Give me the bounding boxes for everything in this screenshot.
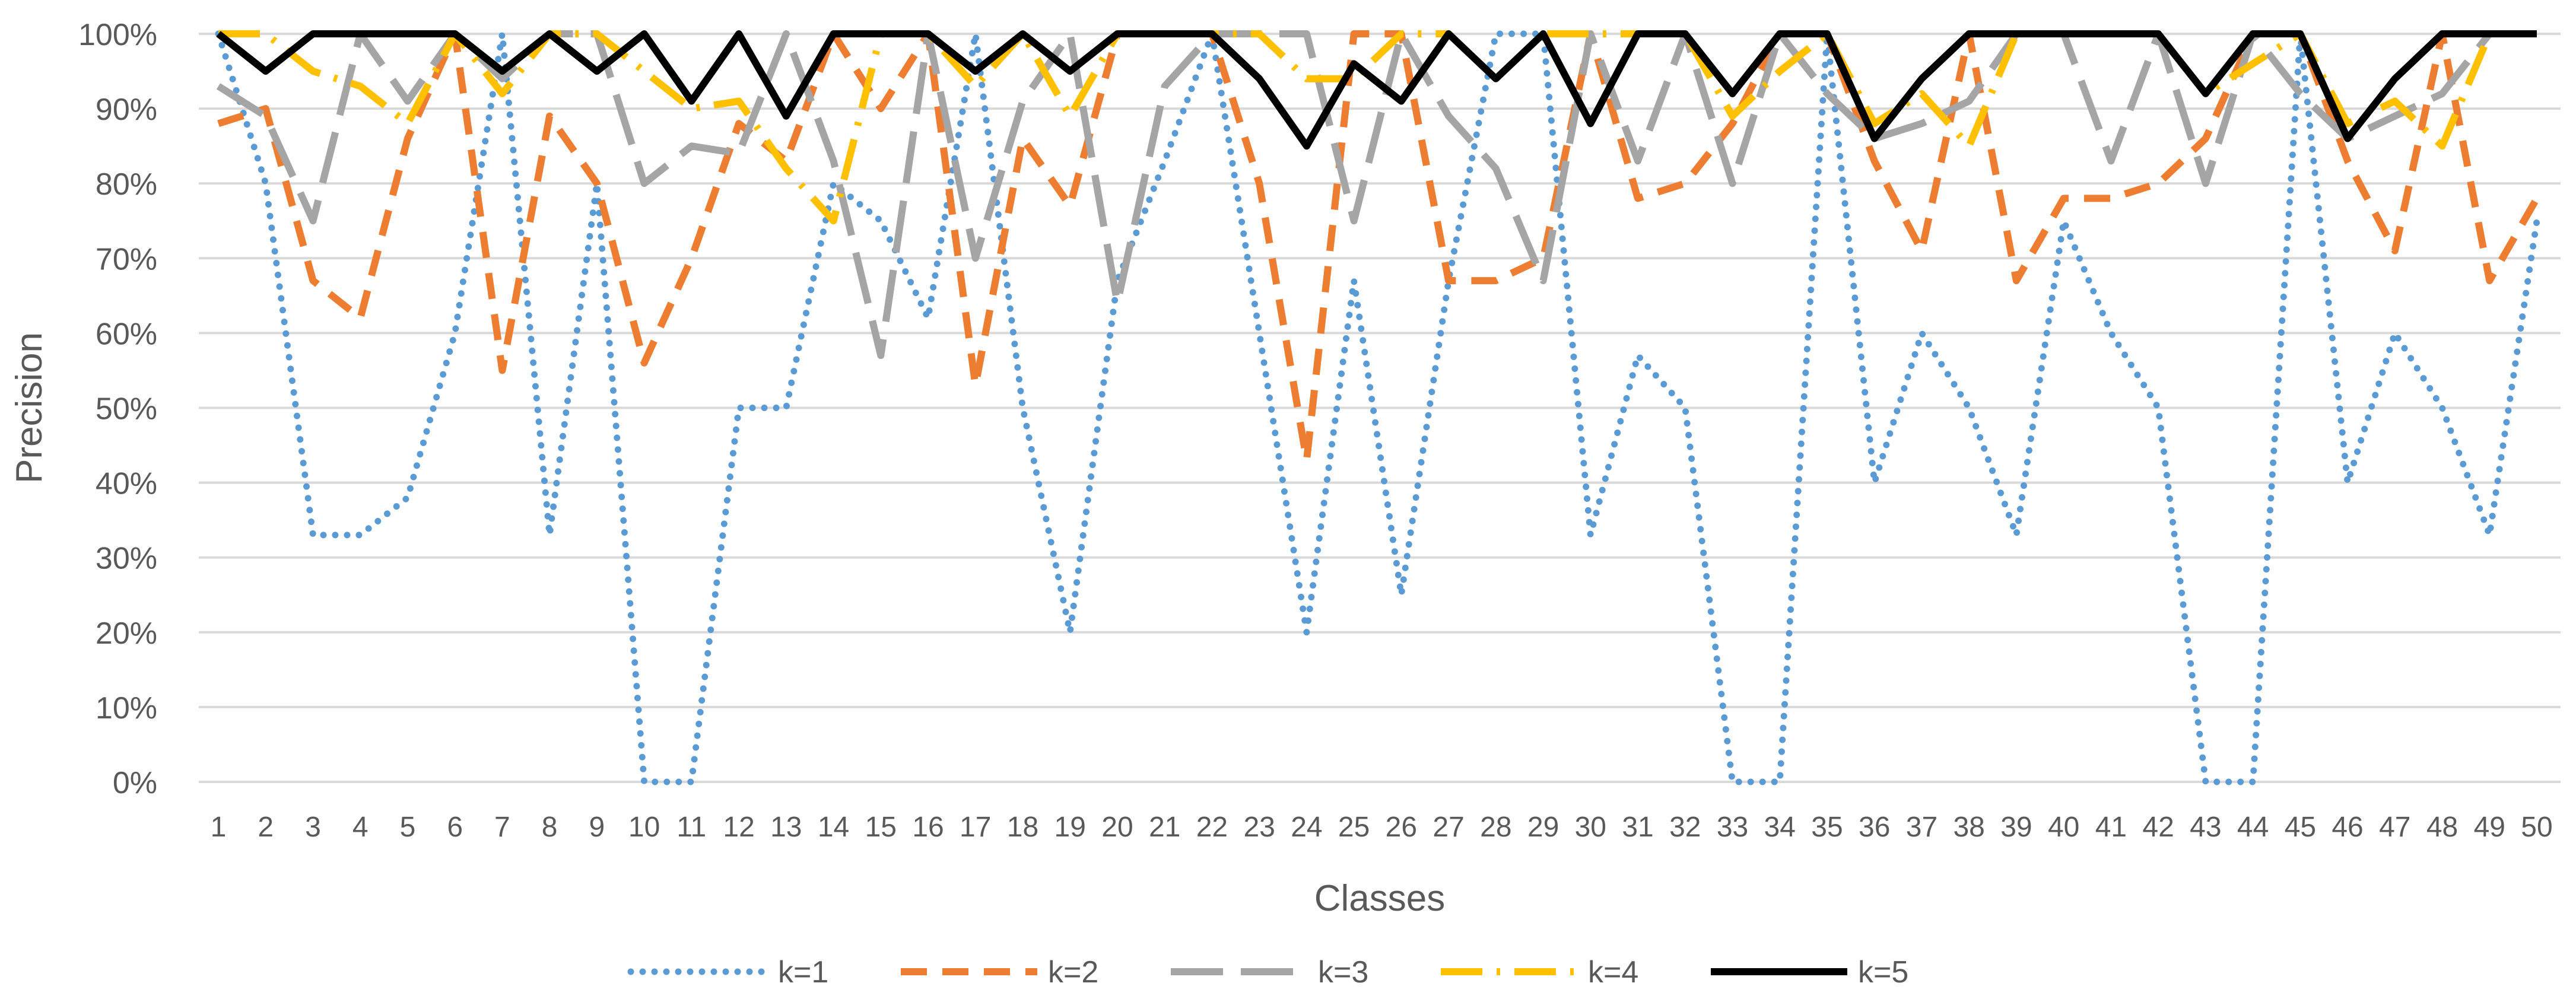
x-tick-label: 35 [1811, 812, 1843, 843]
x-tick-label: 10 [628, 812, 660, 843]
legend-label: k=2 [1048, 955, 1098, 990]
x-tick-label: 50 [2521, 812, 2552, 843]
legend-label: k=4 [1588, 955, 1638, 990]
x-tick-label: 5 [400, 812, 416, 843]
x-tick-label: 1 [211, 812, 227, 843]
x-tick-label: 31 [1622, 812, 1653, 843]
y-tick-label: 30% [96, 542, 157, 576]
x-tick-label: 22 [1196, 812, 1228, 843]
y-tick-label: 50% [96, 392, 157, 427]
x-tick-label: 28 [1480, 812, 1511, 843]
legend-label: k=3 [1318, 955, 1368, 990]
y-tick-label: 40% [96, 467, 157, 501]
x-tick-label: 20 [1101, 812, 1133, 843]
series-line-k2 [217, 30, 2540, 464]
x-tick-label: 25 [1338, 812, 1370, 843]
legend-label: k=5 [1858, 955, 1908, 990]
series-line-k5 [216, 30, 2537, 150]
x-tick-label: 11 [676, 812, 706, 843]
x-tick-label: 46 [2332, 812, 2363, 843]
x-tick-label: 47 [2379, 812, 2410, 843]
x-tick-label: 16 [912, 812, 944, 843]
series-line-k3 [216, 30, 2537, 359]
x-tick-label: 27 [1432, 812, 1464, 843]
x-tick-label: 6 [447, 812, 463, 843]
y-tick-label: 0% [113, 766, 157, 800]
x-tick-label: 3 [305, 812, 321, 843]
y-tick-label: 70% [96, 242, 157, 276]
x-axis-title: Classes [1314, 878, 1446, 919]
y-tick-label: 20% [96, 616, 157, 651]
x-tick-label: 36 [1859, 812, 1890, 843]
x-tick-label: 38 [1953, 812, 1984, 843]
y-tick-label: 90% [96, 93, 157, 127]
x-tick-label: 32 [1669, 812, 1701, 843]
series-line-k1 [215, 30, 2540, 785]
x-tick-label: 26 [1386, 812, 1417, 843]
x-tick-label: 12 [723, 812, 754, 843]
legend-label: k=1 [778, 955, 828, 990]
x-tick-label: 4 [352, 812, 369, 843]
x-tick-label: 43 [2190, 812, 2221, 843]
x-tick-label: 45 [2285, 812, 2316, 843]
x-axis-tick-labels: 1 2 3 4 5 6 7 8 9 10 11 12 13 14 15 16 17 18 19 20 21 22 23 24 2… [211, 812, 2553, 843]
y-axis-tick-labels: 0% 10% 20% 30% 40% 50% 60% 70% 80% 90% 100% [78, 18, 157, 800]
x-tick-label: 33 [1717, 812, 1748, 843]
gridlines [199, 33, 2561, 783]
x-tick-label: 19 [1054, 812, 1086, 843]
y-tick-label: 80% [96, 167, 157, 202]
y-tick-label: 10% [96, 691, 157, 726]
x-tick-label: 17 [960, 812, 991, 843]
series-lines [215, 30, 2540, 785]
x-tick-label: 39 [2000, 812, 2032, 843]
x-tick-label: 40 [2048, 812, 2079, 843]
y-tick-label: 100% [78, 18, 157, 52]
x-tick-label: 14 [818, 812, 849, 843]
x-tick-label: 49 [2474, 812, 2505, 843]
x-tick-label: 9 [589, 812, 605, 843]
x-tick-label: 15 [865, 812, 897, 843]
x-tick-label: 7 [494, 812, 510, 843]
x-tick-label: 23 [1243, 812, 1275, 843]
x-tick-label: 24 [1291, 812, 1322, 843]
y-tick-label: 60% [96, 317, 157, 351]
x-tick-label: 44 [2237, 812, 2269, 843]
x-tick-label: 13 [770, 812, 802, 843]
x-tick-label: 34 [1764, 812, 1796, 843]
x-tick-label: 37 [1906, 812, 1937, 843]
x-tick-label: 21 [1149, 812, 1180, 843]
x-tick-label: 2 [258, 812, 274, 843]
y-axis-title: Precision [9, 332, 50, 483]
x-tick-label: 42 [2142, 812, 2174, 843]
x-tick-label: 8 [542, 812, 558, 843]
x-tick-label: 48 [2426, 812, 2458, 843]
legend: k=1 k=2 k=3 k=4 k=5 [627, 955, 1908, 990]
x-tick-label: 30 [1575, 812, 1606, 843]
x-tick-label: 41 [2095, 812, 2127, 843]
x-tick-label: 18 [1007, 812, 1038, 843]
x-tick-label: 29 [1527, 812, 1559, 843]
